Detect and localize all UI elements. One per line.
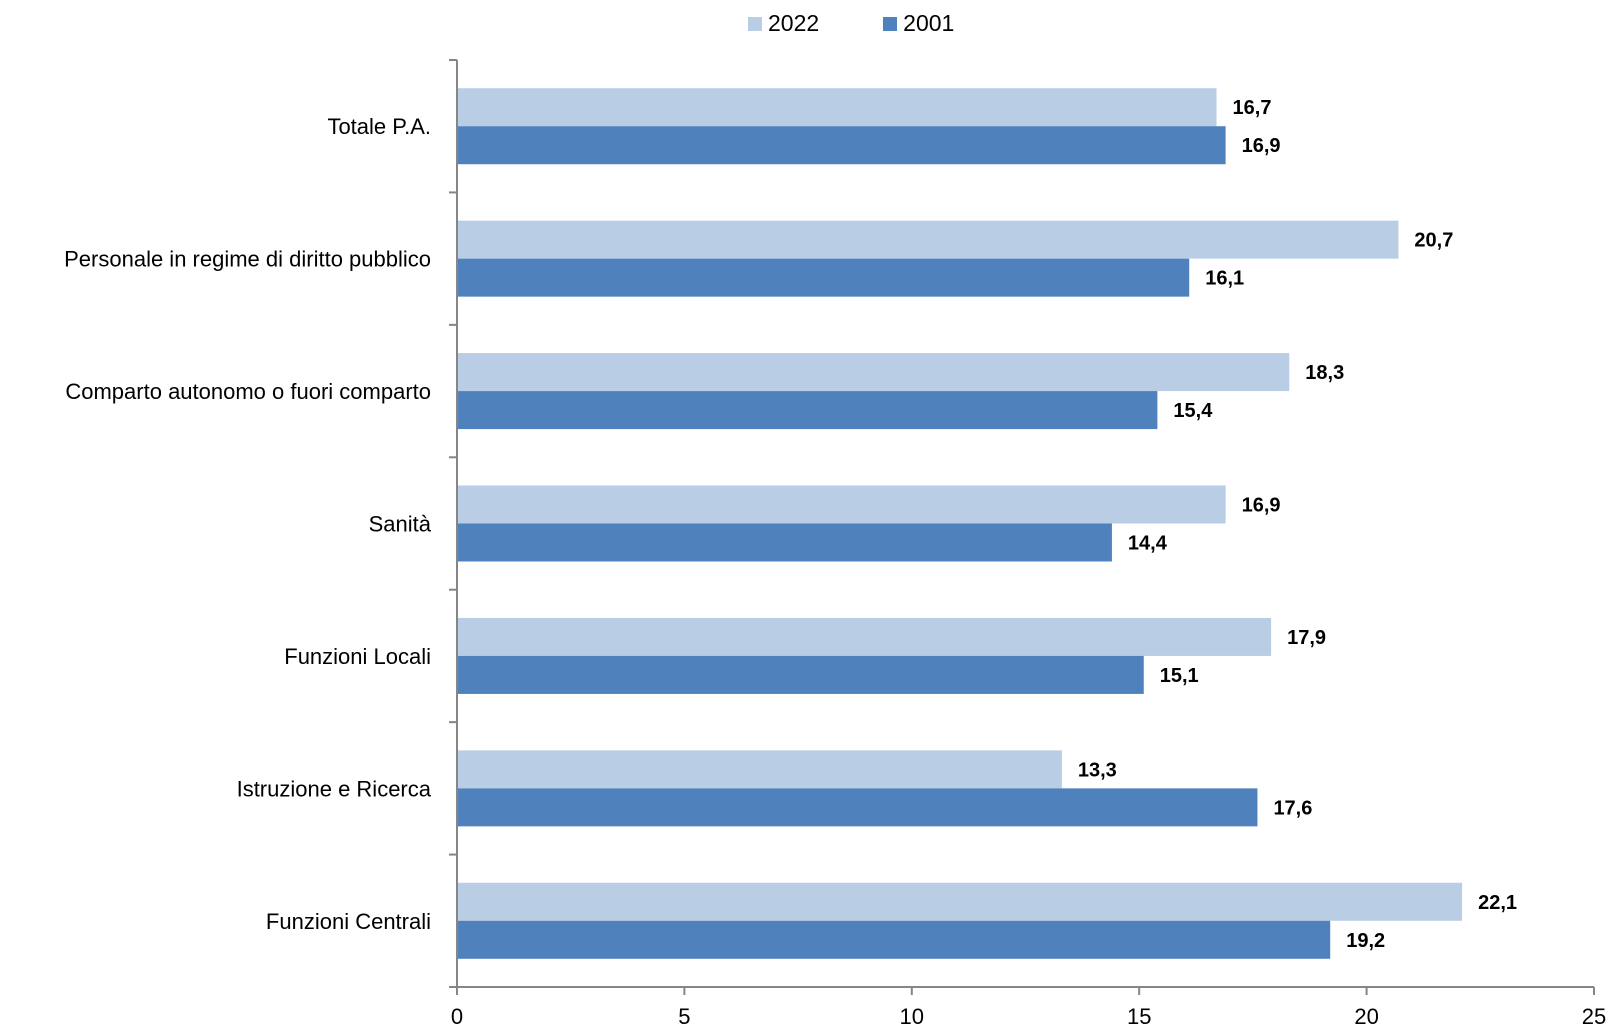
bar-2022-5 [457, 750, 1062, 789]
bar-2001-2 [457, 391, 1158, 430]
data-label-2022-1: 20,7 [1414, 230, 1453, 252]
data-label-2022-6: 22,1 [1478, 892, 1517, 914]
bar-2001-5 [457, 788, 1258, 827]
bar-2001-3 [457, 523, 1112, 562]
bar-2001-4 [457, 655, 1144, 694]
bar-2022-1 [457, 220, 1399, 259]
legend-item-2001: 2001 [883, 10, 954, 37]
x-tick-label-3: 15 [1127, 1004, 1151, 1029]
bar-2001-0 [457, 126, 1226, 165]
data-label-2022-0: 16,7 [1233, 97, 1272, 119]
category-label-1: Personale in regime di diritto pubblico [64, 247, 431, 272]
data-label-2001-3: 14,4 [1128, 533, 1168, 555]
bar-2022-6 [457, 882, 1463, 921]
category-label-3: Sanità [369, 512, 432, 537]
bar-2022-4 [457, 617, 1272, 656]
legend-item-2022: 2022 [748, 10, 819, 37]
category-label-4: Funzioni Locali [284, 644, 431, 669]
category-label-2: Comparto autonomo o fuori comparto [65, 379, 431, 404]
x-tick-label-4: 20 [1354, 1004, 1378, 1029]
category-label-5: Istruzione e Ricerca [237, 776, 432, 801]
x-tick-label-2: 10 [900, 1004, 924, 1029]
bar-2022-2 [457, 353, 1290, 392]
legend-swatch-2022 [748, 16, 762, 31]
x-tick-label-0: 0 [451, 1004, 463, 1029]
bar-2022-3 [457, 485, 1226, 524]
data-label-2001-4: 15,1 [1160, 665, 1199, 687]
chart-legend: 2022 2001 [748, 10, 954, 37]
bar-2022-0 [457, 88, 1217, 127]
legend-label-2022: 2022 [768, 10, 820, 36]
category-label-6: Funzioni Centrali [266, 909, 431, 934]
data-label-2001-0: 16,9 [1242, 135, 1281, 157]
data-label-2001-6: 19,2 [1346, 930, 1385, 952]
data-label-2022-4: 17,9 [1287, 627, 1326, 649]
legend-label-2001: 2001 [903, 10, 955, 36]
data-label-2001-1: 16,1 [1205, 268, 1244, 290]
data-label-2022-2: 18,3 [1305, 362, 1344, 384]
data-label-2022-3: 16,9 [1242, 495, 1281, 517]
x-tick-label-1: 5 [678, 1004, 690, 1029]
bar-2001-1 [457, 258, 1190, 297]
data-label-2022-5: 13,3 [1078, 759, 1117, 781]
bar-2001-6 [457, 920, 1331, 959]
legend-swatch-2001 [883, 16, 898, 31]
x-tick-label-5: 25 [1582, 1004, 1606, 1029]
category-label-0: Totale P.A. [327, 114, 431, 139]
data-label-2001-5: 17,6 [1273, 797, 1312, 819]
data-label-2001-2: 15,4 [1173, 400, 1213, 422]
